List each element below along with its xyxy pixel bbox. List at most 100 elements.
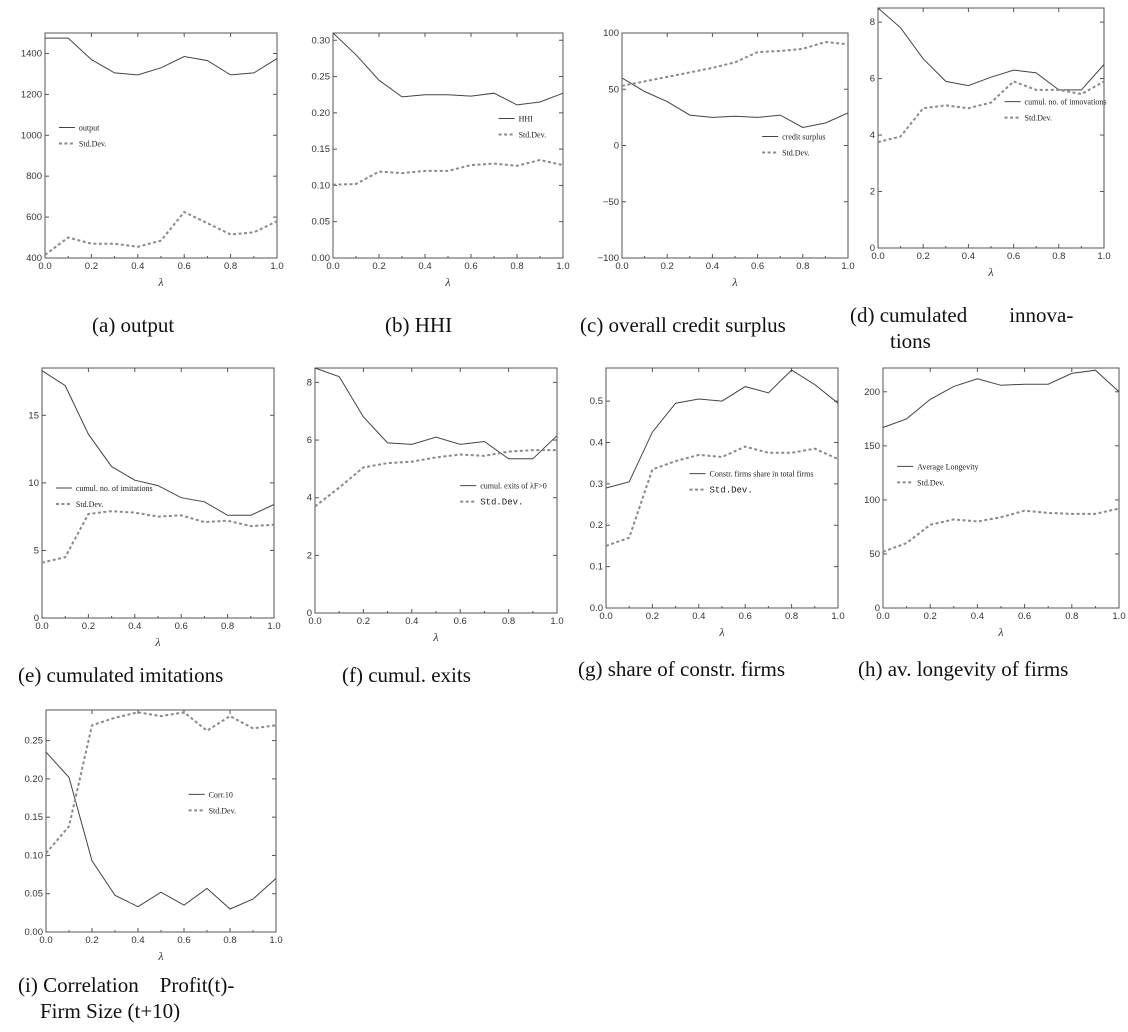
x-tick-label: 1.0 xyxy=(270,261,283,272)
x-tick-label: 1.0 xyxy=(1112,611,1125,622)
y-tick-label: 4 xyxy=(870,130,875,141)
y-tick-label: 0.25 xyxy=(312,72,331,83)
x-tick-label: 0.6 xyxy=(464,261,477,272)
legend-label: output xyxy=(79,124,100,133)
y-tick-label: 5 xyxy=(34,545,39,556)
caption-h: (h) av. longevity of firms xyxy=(858,656,1068,682)
x-tick-label: 0.2 xyxy=(82,621,95,632)
chart-e: 0.0 0.2 0.4 0.6 0.8 1.0 0 5 10 15 λ cumul. no. of i… xyxy=(28,367,281,649)
x-tick-label: 0.4 xyxy=(706,261,719,272)
chart-c: 0.0 0.2 0.4 0.6 0.8 1.0 −100 −50 0 50 100 λ credit s… xyxy=(598,28,855,289)
y-tick-label: 0.30 xyxy=(312,35,331,46)
caption-d: (d) cumulated innova- tions xyxy=(850,302,1073,354)
caption-i-line2: Firm Size (t+10) xyxy=(40,999,181,1023)
series-line-stddev xyxy=(882,507,1120,553)
plot-frame xyxy=(41,367,275,619)
y-tick-label: 0.15 xyxy=(312,144,331,155)
series-line-mean xyxy=(605,369,839,489)
y-tick-label: 0 xyxy=(307,608,312,619)
x-tick-label: 0.0 xyxy=(599,611,612,622)
chart-panel-f: 0.0 0.2 0.4 0.6 0.8 1.0 0 2 4 6 8 λ cumul. exits of … xyxy=(285,360,570,650)
y-tick-label: 50 xyxy=(608,84,619,95)
x-tick-label: 0.0 xyxy=(308,616,321,627)
y-tick-label: −100 xyxy=(598,253,619,264)
x-axis-label: λ xyxy=(157,949,163,963)
y-tick-label: 100 xyxy=(603,28,619,39)
x-tick-label: 0.8 xyxy=(510,261,523,272)
y-tick-label: 0.4 xyxy=(590,437,603,448)
y-tick-label: 15 xyxy=(28,410,39,421)
legend-label: Constr. firms share in total firms xyxy=(710,470,814,479)
legend-label: HHI xyxy=(519,115,534,124)
x-tick-label: 0.0 xyxy=(876,611,889,622)
y-tick-label: 0.10 xyxy=(312,180,331,191)
x-tick-label: 0.8 xyxy=(1052,251,1065,262)
series-line-mean xyxy=(332,32,564,106)
y-tick-label: 0.00 xyxy=(312,253,331,264)
series-line-stddev xyxy=(314,449,557,508)
legend-label: Std.Dev. xyxy=(519,131,546,140)
y-tick-label: 0.25 xyxy=(25,736,44,747)
y-tick-label: 6 xyxy=(870,74,875,85)
legend-label: cumul. no. of innovations xyxy=(1025,98,1107,107)
x-tick-label: 0.0 xyxy=(615,261,628,272)
x-tick-label: 0.4 xyxy=(418,261,431,272)
x-axis-label: λ xyxy=(997,625,1003,639)
chart-h: 0.0 0.2 0.4 0.6 0.8 1.0 0 50 100 150 200 λ Average L… xyxy=(864,367,1126,639)
y-tick-label: 0 xyxy=(870,243,875,254)
caption-d-line2: tions xyxy=(890,329,931,353)
y-tick-label: 8 xyxy=(870,17,875,28)
chart-d: 0.0 0.2 0.4 0.6 0.8 1.0 0 2 4 6 8 λ cumul. no. of in… xyxy=(870,7,1111,279)
x-tick-label: 0.2 xyxy=(924,611,937,622)
plot-frame xyxy=(45,709,277,933)
x-tick-label: 0.8 xyxy=(1065,611,1078,622)
y-tick-label: 0 xyxy=(875,603,880,614)
x-tick-label: 1.0 xyxy=(556,261,569,272)
x-tick-label: 1.0 xyxy=(841,261,854,272)
caption-f: (f) cumul. exits xyxy=(342,662,471,688)
x-axis-label: λ xyxy=(157,275,163,289)
chart-i: 0.0 0.2 0.4 0.6 0.8 1.0 0.00 0.05 0.10 0.15 0.20 0.… xyxy=(25,709,283,963)
caption-a: (a) output xyxy=(92,312,174,338)
y-tick-label: 200 xyxy=(864,387,880,398)
x-tick-label: 0.6 xyxy=(454,616,467,627)
chart-panel-h: 0.0 0.2 0.4 0.6 0.8 1.0 0 50 100 150 200 λ Average L… xyxy=(850,360,1128,650)
x-tick-label: 0.2 xyxy=(85,261,98,272)
x-tick-label: 0.6 xyxy=(175,621,188,632)
y-tick-label: 4 xyxy=(307,493,312,504)
y-tick-label: 800 xyxy=(26,171,42,182)
legend-label: cumul. no. of imitations xyxy=(76,484,153,493)
x-axis-label: λ xyxy=(154,635,160,649)
legend-label: Std.Dev. xyxy=(1025,114,1052,123)
y-tick-label: 0.5 xyxy=(590,396,603,407)
caption-h-text: (h) av. longevity of firms xyxy=(858,657,1069,681)
y-tick-label: 0.20 xyxy=(25,774,44,785)
chart-g: 0.0 0.2 0.4 0.6 0.8 1.0 0.0 0.1 0.2 0.3 0.4 0.5 λ Con… xyxy=(590,367,845,639)
series-line-mean xyxy=(41,370,275,516)
series-line-stddev xyxy=(877,80,1105,144)
series-line-mean xyxy=(314,367,558,460)
chart-panel-g: 0.0 0.2 0.4 0.6 0.8 1.0 0.0 0.1 0.2 0.3 0.4 0.5 λ Con… xyxy=(570,360,855,650)
y-tick-label: 0.3 xyxy=(590,479,603,490)
series-line-stddev xyxy=(41,510,275,564)
x-tick-label: 0.6 xyxy=(1007,251,1020,262)
x-tick-label: 0.4 xyxy=(962,251,975,262)
caption-i: (i) Correlation Profit(t)- Firm Size (t+… xyxy=(18,972,234,1024)
caption-i-line1: (i) Correlation Profit(t)- xyxy=(18,973,235,997)
x-tick-label: 0.0 xyxy=(39,935,52,946)
caption-e-text: (e) cumulated imitations xyxy=(18,663,224,687)
caption-d-line1: (d) cumulated innova- xyxy=(850,303,1074,327)
plot-frame xyxy=(882,367,1120,609)
y-tick-label: 0.10 xyxy=(25,850,44,861)
x-tick-label: 0.6 xyxy=(178,261,191,272)
x-tick-label: 0.8 xyxy=(502,616,515,627)
y-tick-label: 6 xyxy=(307,435,312,446)
chart-panel-d: 0.0 0.2 0.4 0.6 0.8 1.0 0 2 4 6 8 λ cumul. no. of in… xyxy=(850,0,1128,300)
caption-e: (e) cumulated imitations xyxy=(18,662,223,688)
series-line-stddev xyxy=(44,210,278,256)
y-tick-label: 2 xyxy=(870,187,875,198)
x-tick-label: 1.0 xyxy=(269,935,282,946)
caption-b-text: (b) HHI xyxy=(385,313,453,337)
x-tick-label: 0.8 xyxy=(224,261,237,272)
chart-panel-a: 0.0 0.2 0.4 0.6 0.8 1.0 400 600 800 1000 1200 1400 λ… xyxy=(0,0,285,300)
